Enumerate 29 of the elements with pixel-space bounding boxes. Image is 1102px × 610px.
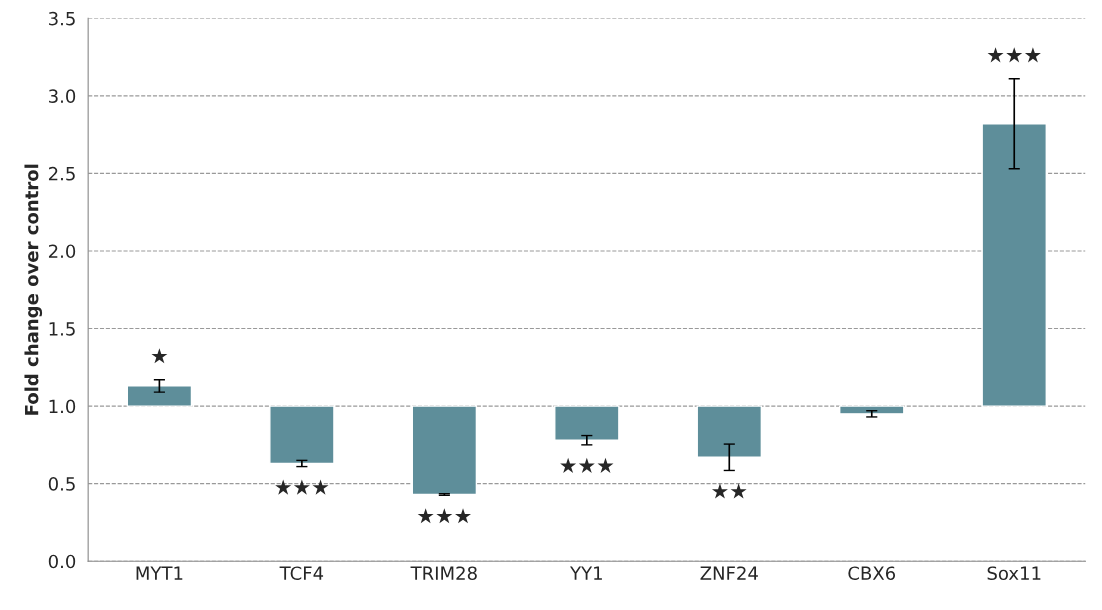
y-tick-label: 3.0: [49, 89, 76, 103]
bar: [269, 405, 335, 465]
x-tick-label: CBX6: [848, 566, 896, 581]
y-tick-label: 0.0: [48, 554, 76, 569]
y-tick-label: 1.5: [49, 322, 75, 336]
bar: [554, 405, 620, 441]
bar: [839, 405, 905, 415]
bar: [126, 385, 193, 407]
annotation: ★★★: [560, 457, 614, 473]
annotation: ★: [151, 348, 168, 364]
x-tick-label: ZNF24: [700, 566, 758, 580]
y-tick-label: 3.5: [49, 11, 75, 26]
x-tick-label: MYT1: [136, 566, 183, 580]
x-tick-label: TCF4: [279, 566, 324, 581]
x-tick-label: YY1: [570, 566, 602, 580]
x-tick-label: TRIM28: [410, 566, 477, 581]
bar: [981, 123, 1047, 407]
annotation: ★★★: [417, 508, 471, 524]
annotation: ★★★: [275, 479, 329, 495]
x-tick-label: Sox11: [987, 566, 1041, 581]
y-tick-label: 2.5: [48, 166, 75, 181]
y-tick-label: 0.5: [48, 477, 75, 491]
y-axis-title: Fold change over control: [24, 164, 43, 415]
y-tick-label: 1.0: [49, 399, 76, 414]
y-tick-label: 2.0: [48, 244, 76, 259]
annotation: ★★★: [987, 47, 1041, 63]
bar: [411, 405, 478, 496]
annotation: ★★: [711, 483, 747, 499]
bar: [696, 405, 763, 458]
